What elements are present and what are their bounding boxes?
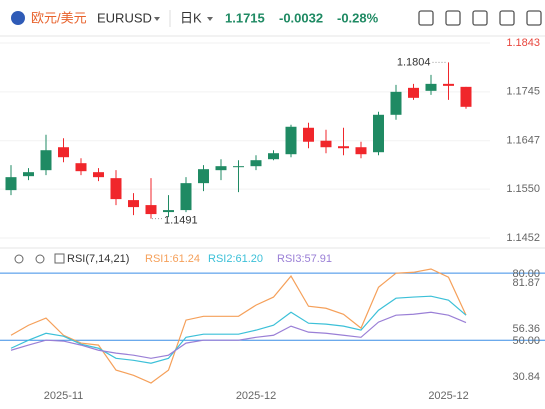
candle-body [58,147,69,158]
change-pct: -0.28% [337,10,379,25]
tool-icon[interactable] [445,10,461,26]
legend-entry: RSI1:61.24 [145,253,200,265]
y-tick-label: 1.1550 [506,183,540,195]
candle-body [5,177,17,191]
candle-body [443,83,454,86]
candle-body [355,147,367,155]
y-tick-label: 1.1452 [506,232,540,244]
dropdown[interactable] [207,17,213,21]
price: 1.1715 [225,10,265,25]
period[interactable]: 日K [180,10,202,25]
candle-body [303,127,314,142]
legend-entry: RSI3:57.91 [277,253,332,265]
add-icon[interactable] [54,253,65,264]
tool-icon[interactable] [526,10,542,26]
rsi-line [10,268,467,384]
candle-body [425,83,437,91]
x-tick-label: 2025-12 [428,390,468,402]
candle-body [40,150,52,171]
y-tick-label: 1.1647 [506,135,540,147]
gear-icon[interactable] [35,254,45,264]
header: 欧元/美元 EURUSD 日K 1.1715 -0.0032 -0.28% [11,10,542,27]
change: -0.0032 [279,10,323,25]
candle-body [23,172,34,177]
candle-body [163,210,174,213]
candle-body [93,172,104,178]
y-tick-label: 80.00 [512,268,540,280]
y-tick-label: 1.1843 [506,37,540,49]
candle-body [460,86,472,107]
legend-entry: RSI2:61.20 [208,253,263,265]
flag-icon [11,11,25,25]
candle-body [408,87,419,98]
range-label: 81.87 [512,277,540,289]
tool-icon[interactable] [499,10,515,26]
y-tick-label: 50.00 [512,335,540,347]
candle-body [338,146,349,149]
dropdown[interactable] [154,17,160,21]
eye-icon[interactable] [14,254,24,264]
candle-body [110,178,122,200]
candle-body [215,166,227,171]
candle-body [390,91,402,115]
rsi-line [10,311,467,359]
range-label: 56.36 [512,323,540,335]
pair[interactable]: 欧元/美元 [31,10,87,25]
candle-body [145,205,157,215]
rsi-line [10,295,467,364]
tool-icon[interactable] [472,10,488,26]
y-tick-label: 1.1745 [506,86,540,98]
rsi-header: RSI(7,14,21) [14,253,129,265]
candle-body [180,183,192,211]
candle-body [268,153,279,160]
candle-body [233,166,244,168]
min-label: 1.1491 [164,214,198,226]
candle-body [373,114,384,153]
candle-body [285,126,297,155]
candle-body [128,200,139,208]
candle-body [250,160,262,167]
candle-body [320,140,332,148]
range-label: 30.84 [512,371,540,383]
candle-body [75,163,87,172]
indicator-title: RSI(7,14,21) [67,253,129,265]
x-tick-label: 2025-11 [44,390,84,402]
tool-icon[interactable] [418,10,434,26]
symbol[interactable]: EURUSD [97,10,152,25]
max-label: 1.1804 [397,56,431,68]
x-tick-label: 2025-12 [236,390,276,402]
candle-body [198,169,209,184]
